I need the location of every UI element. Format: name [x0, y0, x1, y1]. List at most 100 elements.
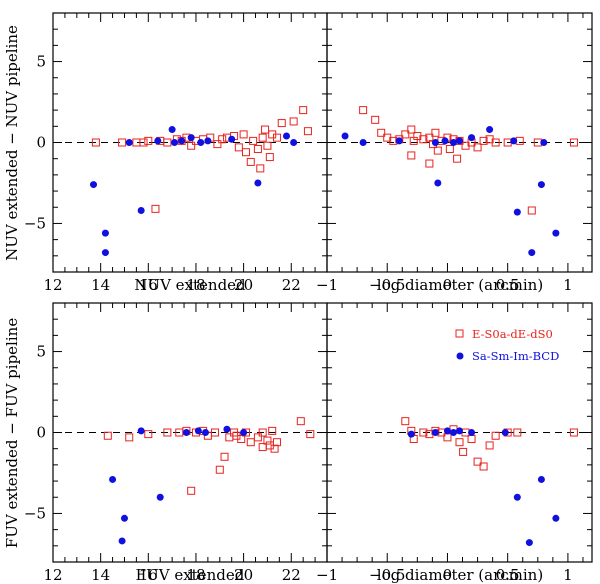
panels: 12 14 16 18 20 22 −5 0 5 NUV extended −1 −0.5 0 0.5 1 l…: [24, 12, 593, 584]
point-late-type: [182, 429, 190, 436]
point-early-type: [125, 433, 134, 442]
point-early-type: [187, 486, 196, 495]
point-late-type: [101, 229, 109, 237]
panel-fuv-diam: −1 −0.5 0 0.5 1 log diameter (arcmin): [316, 302, 593, 584]
point-late-type: [434, 179, 442, 187]
point-early-type: [258, 133, 267, 142]
x-axis-label: log diameter (arcmin): [377, 566, 543, 584]
point-early-type: [289, 117, 298, 126]
point-late-type: [194, 427, 202, 435]
point-early-type: [272, 438, 281, 447]
point-late-type: [449, 139, 457, 146]
point-late-type: [223, 425, 231, 433]
point-late-type: [537, 475, 545, 483]
point-early-type: [163, 138, 172, 147]
point-early-type: [371, 115, 380, 124]
point-early-type: [479, 136, 488, 145]
point-early-type: [118, 138, 127, 147]
point-early-type: [258, 443, 267, 452]
point-early-type: [163, 428, 172, 437]
point-early-type: [139, 138, 148, 147]
y-tick-label: −5: [24, 214, 46, 232]
point-late-type: [341, 132, 349, 140]
point-late-type: [552, 514, 560, 522]
point-early-type: [225, 433, 234, 442]
y-axis-label-top: NUV extended − NUV pipeline: [3, 25, 21, 261]
point-early-type: [270, 444, 279, 453]
point-late-type: [137, 427, 145, 435]
point-early-type: [445, 144, 454, 153]
point-early-type: [246, 157, 255, 166]
point-early-type: [256, 164, 265, 173]
x-tick-label: −0.5: [369, 566, 405, 584]
point-early-type: [296, 417, 305, 426]
point-early-type: [455, 438, 464, 447]
point-early-type: [103, 431, 112, 440]
point-late-type: [441, 137, 449, 145]
legend-label-late: Sa-Sm-Im-BCD: [472, 349, 559, 363]
point-late-type: [125, 139, 133, 146]
point-early-type: [419, 428, 428, 437]
point-early-type: [91, 138, 100, 147]
point-late-type: [171, 139, 179, 146]
x-tick-label: 0.5: [496, 566, 520, 584]
x-tick-label: 18: [186, 276, 205, 294]
point-early-type: [272, 133, 281, 142]
y-tick-label: 5: [36, 53, 46, 71]
x-tick-label: 0: [443, 566, 453, 584]
point-late-type: [510, 137, 518, 145]
point-early-type: [144, 430, 153, 439]
point-early-type: [258, 428, 267, 437]
point-early-type: [467, 434, 476, 443]
point-early-type: [407, 125, 416, 134]
point-early-type: [241, 148, 250, 157]
point-late-type: [431, 139, 439, 146]
point-late-type: [240, 429, 248, 436]
point-late-type: [407, 430, 415, 438]
x-tick-label: 12: [43, 566, 62, 584]
panel-nuv-diam: −1 −0.5 0 0.5 1 log diameter (arcmin): [316, 12, 593, 294]
point-early-type: [220, 452, 229, 461]
point-early-type: [213, 140, 222, 149]
x-tick-label: 20: [234, 566, 253, 584]
point-late-type: [537, 181, 545, 189]
point-late-type: [525, 539, 533, 547]
x-tick-label: 0.5: [496, 276, 520, 294]
point-early-type: [144, 136, 153, 145]
point-late-type: [513, 208, 521, 216]
point-early-type: [459, 447, 468, 456]
point-early-type: [527, 206, 536, 215]
x-tick-label: 14: [91, 276, 110, 294]
point-early-type: [377, 128, 386, 137]
point-late-type: [178, 137, 186, 145]
point-early-type: [234, 143, 243, 152]
point-early-type: [433, 146, 442, 155]
point-early-type: [249, 136, 258, 145]
point-early-type: [215, 465, 224, 474]
point-early-type: [246, 438, 255, 447]
point-early-type: [211, 428, 220, 437]
point-late-type: [154, 137, 162, 145]
legend-marker-early: [455, 329, 464, 338]
point-early-type: [268, 426, 277, 435]
y-tick-label: 0: [36, 424, 46, 442]
point-late-type: [156, 493, 164, 501]
point-late-type: [528, 249, 536, 257]
panel-fuv-mag: 12 14 16 18 20 22 −5 0 5 FUV extended: [24, 302, 328, 584]
point-late-type: [197, 139, 205, 146]
point-early-type: [359, 106, 368, 115]
point-early-type: [299, 106, 308, 115]
y-tick-label: 5: [36, 343, 46, 361]
legend-marker-late: [456, 352, 464, 360]
point-late-type: [468, 134, 476, 142]
x-tick-label: 16: [139, 276, 158, 294]
point-early-type: [265, 153, 274, 162]
point-early-type: [303, 127, 312, 136]
point-early-type: [261, 125, 270, 134]
legend-label-early: E-S0a-dE-dS0: [472, 327, 553, 341]
point-late-type: [540, 139, 548, 146]
point-early-type: [473, 457, 482, 466]
x-tick-label: 20: [234, 276, 253, 294]
point-late-type: [456, 427, 463, 435]
x-tick-label: 1: [563, 276, 573, 294]
